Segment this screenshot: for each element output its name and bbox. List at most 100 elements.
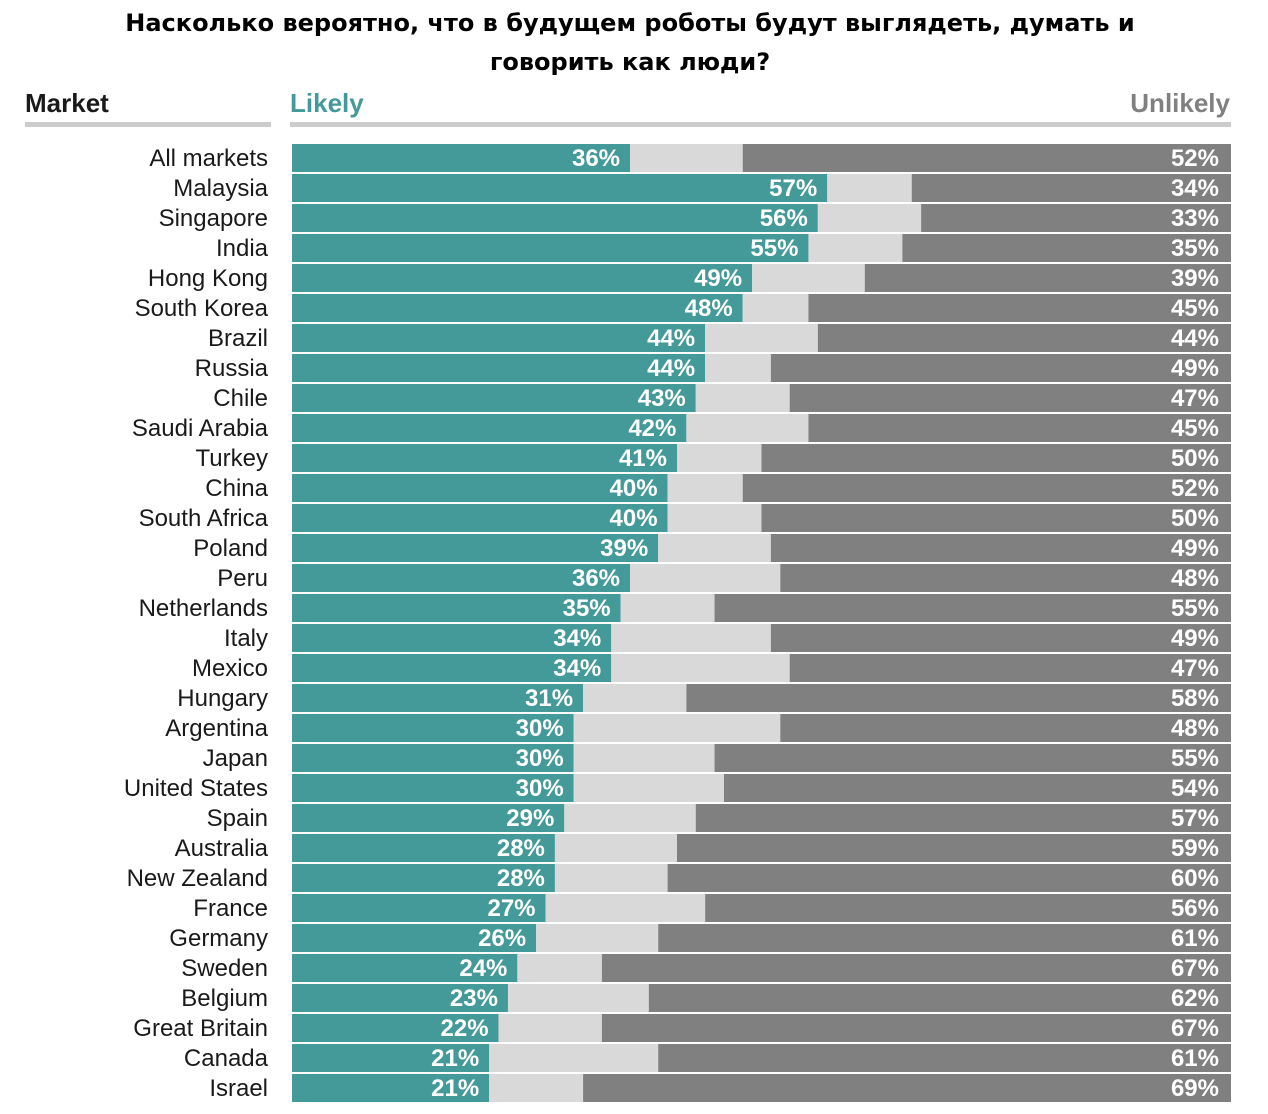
value-label-unlikely-india: 35% bbox=[1171, 235, 1219, 262]
bar-neutral-hong-kong bbox=[752, 264, 865, 292]
bar-neutral-japan bbox=[573, 744, 715, 772]
value-label-unlikely-sweden: 67% bbox=[1171, 955, 1219, 982]
bar-likely-hong-kong bbox=[292, 264, 753, 292]
bar-neutral-all-markets bbox=[630, 144, 743, 172]
bar-unlikely-netherlands bbox=[714, 594, 1231, 622]
category-label-new-zealand: New Zealand bbox=[127, 865, 268, 892]
bar-neutral-canada bbox=[489, 1044, 659, 1072]
value-label-unlikely-poland: 49% bbox=[1171, 535, 1219, 562]
bar-likely-italy bbox=[292, 624, 612, 652]
value-label-unlikely-israel: 69% bbox=[1171, 1075, 1219, 1102]
bar-unlikely-belgium bbox=[648, 984, 1231, 1012]
value-label-likely-hong-kong: 49% bbox=[694, 265, 742, 292]
category-label-spain: Spain bbox=[207, 805, 268, 832]
bar-neutral-singapore bbox=[817, 204, 922, 232]
value-label-unlikely-all-markets: 52% bbox=[1171, 145, 1219, 172]
value-label-likely-italy: 34% bbox=[553, 625, 601, 652]
unlikely-header: Unlikely bbox=[1130, 88, 1230, 118]
bar-unlikely-south-korea bbox=[808, 294, 1231, 322]
bar-likely-japan bbox=[292, 744, 574, 772]
value-label-unlikely-spain: 57% bbox=[1171, 805, 1219, 832]
bars-header-rule bbox=[290, 122, 1231, 127]
bar-neutral-italy bbox=[611, 624, 771, 652]
bar-unlikely-japan bbox=[714, 744, 1231, 772]
bar-neutral-saudi-arabia bbox=[686, 414, 809, 442]
bar-likely-india bbox=[292, 234, 809, 262]
value-label-unlikely-singapore: 33% bbox=[1171, 205, 1219, 232]
category-label-turkey: Turkey bbox=[196, 445, 268, 472]
bar-unlikely-brazil bbox=[817, 324, 1231, 352]
bar-likely-belgium bbox=[292, 984, 508, 1012]
bar-unlikely-spain bbox=[695, 804, 1231, 832]
value-label-likely-great-britain: 22% bbox=[441, 1015, 489, 1042]
bar-neutral-sweden bbox=[517, 954, 602, 982]
value-label-unlikely-great-britain: 67% bbox=[1171, 1015, 1219, 1042]
value-label-likely-germany: 26% bbox=[478, 925, 526, 952]
category-label-mexico: Mexico bbox=[192, 655, 268, 682]
bar-likely-poland bbox=[292, 534, 659, 562]
bar-likely-south-korea bbox=[292, 294, 743, 322]
likely-header: Likely bbox=[290, 88, 364, 118]
value-label-unlikely-argentina: 48% bbox=[1171, 715, 1219, 742]
bar-likely-argentina bbox=[292, 714, 574, 742]
bar-neutral-new-zealand bbox=[554, 864, 668, 892]
market-header-rule bbox=[25, 122, 271, 127]
bar-unlikely-italy bbox=[770, 624, 1231, 652]
bar-likely-netherlands bbox=[292, 594, 621, 622]
bar-unlikely-india bbox=[902, 234, 1231, 262]
value-label-likely-canada: 21% bbox=[431, 1045, 479, 1072]
category-label-argentina: Argentina bbox=[165, 715, 268, 742]
bar-unlikely-south-africa bbox=[761, 504, 1231, 532]
category-label-all-markets: All markets bbox=[149, 145, 268, 172]
bar-likely-hungary bbox=[292, 684, 584, 712]
bar-unlikely-germany bbox=[658, 924, 1231, 952]
bar-unlikely-hong-kong bbox=[864, 264, 1231, 292]
value-label-likely-india: 55% bbox=[750, 235, 798, 262]
category-label-malaysia: Malaysia bbox=[173, 175, 268, 202]
bar-likely-chile bbox=[292, 384, 696, 412]
value-label-unlikely-japan: 55% bbox=[1171, 745, 1219, 772]
bar-unlikely-mexico bbox=[789, 654, 1231, 682]
bar-likely-sweden bbox=[292, 954, 518, 982]
bar-neutral-hungary bbox=[583, 684, 687, 712]
value-label-likely-france: 27% bbox=[487, 895, 535, 922]
category-label-russia: Russia bbox=[195, 355, 269, 382]
category-label-belgium: Belgium bbox=[181, 985, 268, 1012]
bar-neutral-france bbox=[545, 894, 706, 922]
value-label-likely-malaysia: 57% bbox=[769, 175, 817, 202]
bar-unlikely-france bbox=[705, 894, 1231, 922]
value-label-unlikely-belgium: 62% bbox=[1171, 985, 1219, 1012]
value-label-likely-sweden: 24% bbox=[459, 955, 507, 982]
value-label-likely-belgium: 23% bbox=[450, 985, 498, 1012]
bar-unlikely-argentina bbox=[780, 714, 1231, 742]
value-label-likely-peru: 36% bbox=[572, 565, 620, 592]
bar-likely-spain bbox=[292, 804, 565, 832]
value-label-likely-singapore: 56% bbox=[760, 205, 808, 232]
value-label-unlikely-peru: 48% bbox=[1171, 565, 1219, 592]
value-label-likely-brazil: 44% bbox=[647, 325, 695, 352]
category-label-south-korea: South Korea bbox=[135, 295, 269, 322]
value-label-unlikely-china: 52% bbox=[1171, 475, 1219, 502]
category-label-israel: Israel bbox=[209, 1075, 268, 1102]
category-label-canada: Canada bbox=[184, 1045, 269, 1072]
value-label-likely-russia: 44% bbox=[647, 355, 695, 382]
value-label-unlikely-south-korea: 45% bbox=[1171, 295, 1219, 322]
bar-likely-all-markets bbox=[292, 144, 631, 172]
bar-likely-south-africa bbox=[292, 504, 668, 532]
value-label-likely-argentina: 30% bbox=[516, 715, 564, 742]
bar-neutral-south-korea bbox=[742, 294, 809, 322]
value-label-likely-japan: 30% bbox=[516, 745, 564, 772]
value-label-likely-turkey: 41% bbox=[619, 445, 667, 472]
bar-neutral-russia bbox=[705, 354, 771, 382]
category-label-australia: Australia bbox=[175, 835, 269, 862]
bar-unlikely-hungary bbox=[686, 684, 1231, 712]
value-label-likely-chile: 43% bbox=[638, 385, 686, 412]
bar-neutral-turkey bbox=[676, 444, 762, 472]
bar-neutral-germany bbox=[536, 924, 659, 952]
bar-likely-singapore bbox=[292, 204, 818, 232]
value-label-unlikely-france: 56% bbox=[1171, 895, 1219, 922]
category-label-hong-kong: Hong Kong bbox=[148, 265, 268, 292]
category-label-india: India bbox=[216, 235, 269, 262]
bar-neutral-israel bbox=[489, 1074, 584, 1102]
